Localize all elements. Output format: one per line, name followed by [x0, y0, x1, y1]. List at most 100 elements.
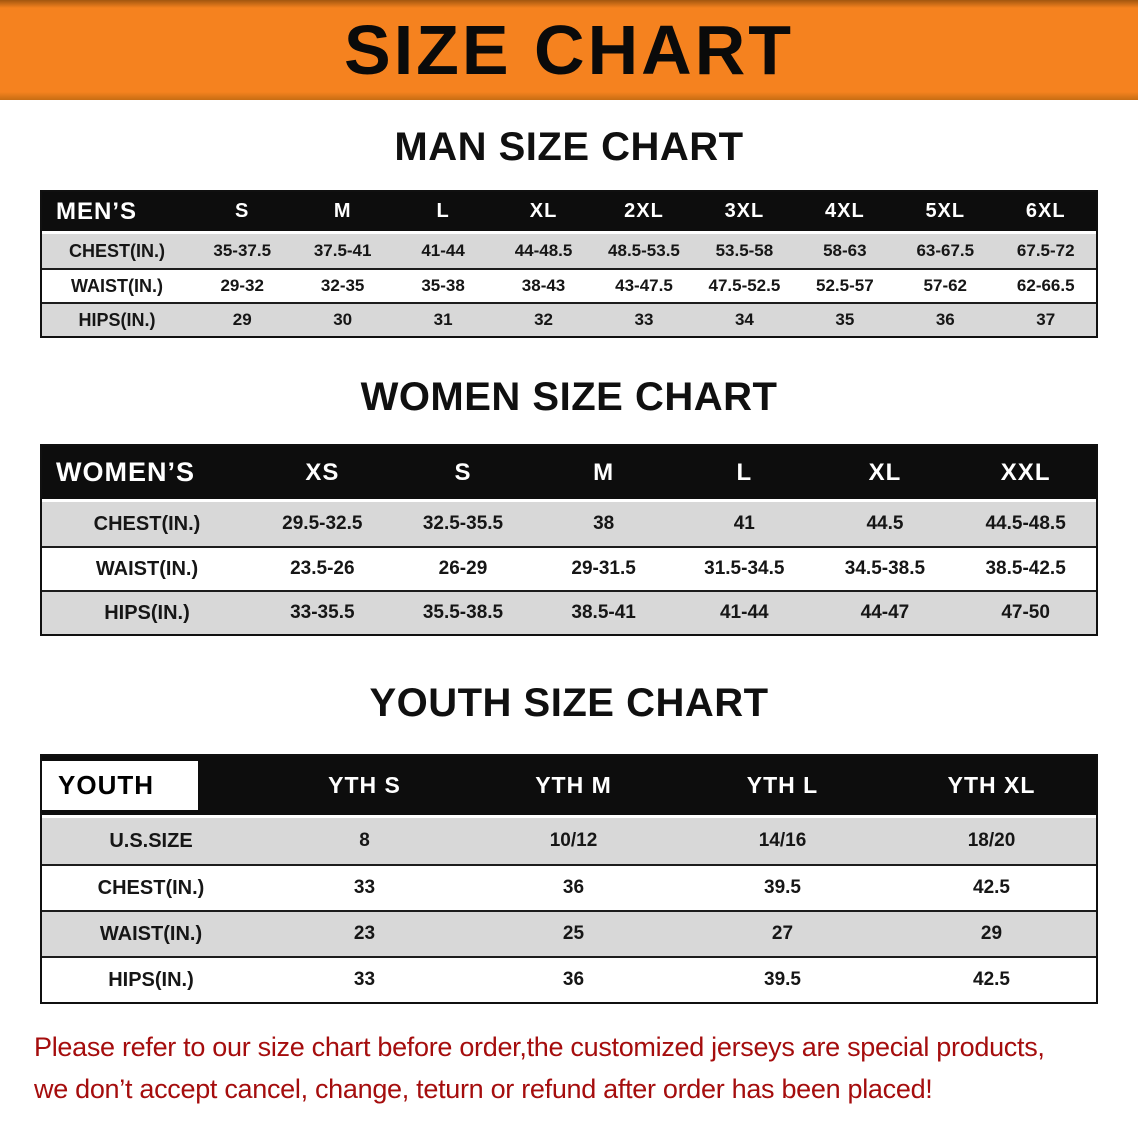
women-size-section: WOMEN SIZE CHART WOMEN’S XS S M L XL XXL CHEST(I…	[0, 374, 1138, 636]
men-measure-value: 30	[292, 302, 393, 336]
youth-measure-row: WAIST(IN.) 23 25 27 29	[42, 910, 1096, 956]
women-measure-value: 41	[673, 502, 815, 546]
women-measure-value: 44.5	[814, 502, 956, 546]
women-size-table: WOMEN’S XS S M L XL XXL CHEST(IN.) 29.5-32.5 32.5…	[40, 444, 1098, 636]
men-measure-value: 33	[593, 302, 695, 336]
women-measure-row: CHEST(IN.) 29.5-32.5 32.5-35.5 38 41 44.5 44.5…	[42, 502, 1096, 546]
men-measure-value: 58-63	[794, 234, 896, 268]
men-measure-value: 41-44	[392, 234, 494, 268]
youth-measure-value: 36	[469, 956, 678, 1002]
men-measure-value: 52.5-57	[794, 268, 896, 302]
men-measure-value: 35-37.5	[192, 234, 293, 268]
youth-group-label-box: YOUTH	[42, 761, 198, 810]
men-measure-value: 35-38	[392, 268, 494, 302]
youth-measure-label: U.S.SIZE	[42, 818, 260, 864]
men-measure-value: 35	[794, 302, 896, 336]
youth-header-row: YOUTH YTH S YTH M YTH L YTH XL	[42, 756, 1096, 818]
youth-measure-value: 14/16	[678, 818, 887, 864]
men-measure-value: 29	[192, 302, 293, 336]
women-measure-value: 23.5-26	[252, 546, 393, 590]
banner: SIZE CHART	[0, 0, 1138, 100]
women-header-row: WOMEN’S XS S M L XL XXL	[42, 446, 1096, 502]
women-measure-value: 38.5-42.5	[955, 546, 1096, 590]
women-measure-value: 33-35.5	[252, 590, 393, 634]
men-size-col-header: L	[392, 192, 494, 234]
women-measure-value: 38.5-41	[533, 590, 674, 634]
women-measure-value: 38	[533, 502, 674, 546]
men-measure-value: 53.5-58	[694, 234, 795, 268]
youth-measure-value: 36	[469, 864, 678, 910]
youth-measure-label: WAIST(IN.)	[42, 910, 260, 956]
men-measure-row: CHEST(IN.) 35-37.5 37.5-41 41-44 44-48.5 48.5…	[42, 234, 1096, 268]
men-measure-value: 36	[895, 302, 996, 336]
men-size-col-header: 2XL	[593, 192, 695, 234]
men-measure-value: 31	[392, 302, 494, 336]
youth-measure-value: 8	[260, 818, 469, 864]
youth-size-section: YOUTH SIZE CHART YOUTH YTH S YTH M YTH L YTH …	[0, 680, 1138, 1004]
women-measure-label: HIPS(IN.)	[42, 590, 252, 634]
banner-title: SIZE CHART	[344, 11, 794, 89]
disclaimer-line-1: Please refer to our size chart before or…	[34, 1032, 1045, 1062]
youth-size-col-header: YTH XL	[887, 756, 1096, 818]
youth-measure-value: 25	[469, 910, 678, 956]
men-measure-value: 43-47.5	[593, 268, 695, 302]
women-measure-value: 41-44	[673, 590, 815, 634]
men-measure-value: 67.5-72	[995, 234, 1096, 268]
youth-measure-value: 10/12	[469, 818, 678, 864]
men-measure-value: 37	[995, 302, 1096, 336]
youth-measure-label: HIPS(IN.)	[42, 956, 260, 1002]
women-size-col-header: S	[392, 446, 534, 502]
women-measure-value: 32.5-35.5	[392, 502, 534, 546]
women-size-col-header: XXL	[955, 446, 1096, 502]
youth-measure-value: 27	[678, 910, 887, 956]
men-size-col-header: 5XL	[895, 192, 996, 234]
youth-measure-value: 29	[887, 910, 1096, 956]
youth-measure-value: 42.5	[887, 864, 1096, 910]
youth-size-col-header: YTH S	[260, 756, 469, 818]
youth-size-table: YOUTH YTH S YTH M YTH L YTH XL U.S.SIZE 8 10/12…	[40, 754, 1098, 1004]
men-measure-value: 38-43	[493, 268, 594, 302]
women-section-heading: WOMEN SIZE CHART	[360, 375, 778, 419]
men-measure-value: 34	[694, 302, 795, 336]
women-measure-value: 34.5-38.5	[814, 546, 956, 590]
youth-measure-value: 23	[260, 910, 469, 956]
women-measure-label: CHEST(IN.)	[42, 502, 252, 546]
men-size-col-header: 3XL	[694, 192, 795, 234]
disclaimer: Please refer to our size chart before or…	[34, 1026, 1138, 1110]
women-size-col-header: XL	[814, 446, 956, 502]
men-measure-value: 32	[493, 302, 594, 336]
youth-measure-row: HIPS(IN.) 33 36 39.5 42.5	[42, 956, 1096, 1002]
women-measure-value: 26-29	[392, 546, 534, 590]
youth-measure-label: CHEST(IN.)	[42, 864, 260, 910]
women-measure-value: 47-50	[955, 590, 1096, 634]
men-size-col-header: 4XL	[794, 192, 896, 234]
youth-size-col-header: YTH L	[678, 756, 887, 818]
men-size-col-header: M	[292, 192, 393, 234]
men-measure-value: 47.5-52.5	[694, 268, 795, 302]
men-measure-row: WAIST(IN.) 29-32 32-35 35-38 38-43 43-47.5 47.…	[42, 268, 1096, 302]
youth-measure-value: 33	[260, 864, 469, 910]
women-measure-value: 29.5-32.5	[252, 502, 393, 546]
men-measure-value: 44-48.5	[493, 234, 594, 268]
men-size-col-header: 6XL	[995, 192, 1096, 234]
men-measure-label: WAIST(IN.)	[42, 268, 192, 302]
youth-measure-row: CHEST(IN.) 33 36 39.5 42.5	[42, 864, 1096, 910]
men-measure-row: HIPS(IN.) 29 30 31 32 33 34 35 36 37	[42, 302, 1096, 336]
youth-measure-row: U.S.SIZE 8 10/12 14/16 18/20	[42, 818, 1096, 864]
youth-measure-value: 42.5	[887, 956, 1096, 1002]
women-measure-value: 44-47	[814, 590, 956, 634]
men-measure-value: 62-66.5	[995, 268, 1096, 302]
men-measure-value: 63-67.5	[895, 234, 996, 268]
women-size-col-header: M	[533, 446, 674, 502]
women-measure-row: HIPS(IN.) 33-35.5 35.5-38.5 38.5-41 41-44 44-…	[42, 590, 1096, 634]
women-measure-value: 31.5-34.5	[673, 546, 815, 590]
men-measure-value: 57-62	[895, 268, 996, 302]
disclaimer-line-2: we don’t accept cancel, change, teturn o…	[34, 1074, 933, 1104]
men-measure-value: 37.5-41	[292, 234, 393, 268]
men-size-table: MEN’S S M L XL 2XL 3XL 4XL 5XL 6XL CHEST(IN.) 35-37…	[40, 190, 1098, 338]
women-size-col-header: L	[673, 446, 815, 502]
women-measure-value: 35.5-38.5	[392, 590, 534, 634]
youth-size-col-header: YTH M	[469, 756, 678, 818]
women-measure-label: WAIST(IN.)	[42, 546, 252, 590]
